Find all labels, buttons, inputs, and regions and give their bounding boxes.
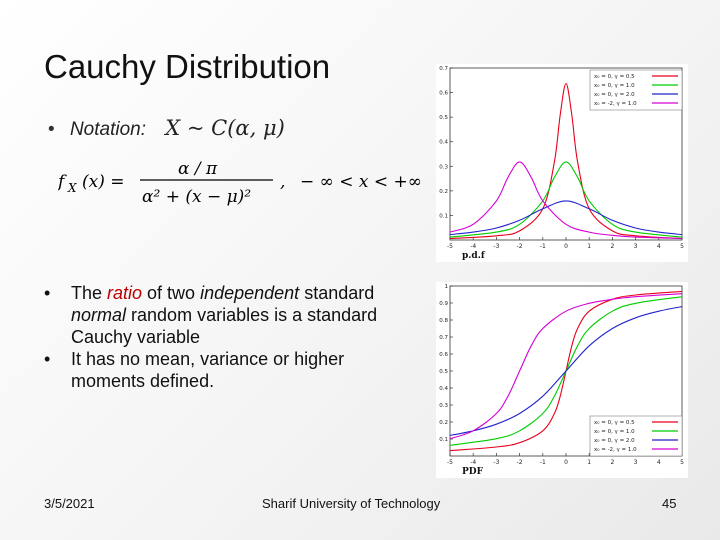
y-tick-label: 0.2 <box>439 420 448 426</box>
x-tick-label: -2 <box>517 459 523 466</box>
emphasis-ratio: ratio <box>107 283 143 303</box>
y-tick-label: 0.9 <box>439 301 448 307</box>
legend-entry-label: x₀ = 0, γ = 1.0 <box>594 429 635 435</box>
legend-entry-label: x₀ = 0, γ = 0.5 <box>594 420 635 426</box>
y-tick-label: 0.1 <box>439 213 448 219</box>
y-tick-label: 0.5 <box>439 369 448 375</box>
x-tick-label: -2 <box>517 243 523 250</box>
notation-line: • Notation: X ~ C(α, μ) <box>48 116 285 141</box>
legend-entry-label: x₀ = -2, γ = 1.0 <box>594 447 637 453</box>
bullet-text: random variables is a standard Cauchy va… <box>71 305 378 347</box>
formula-lhs: f <box>58 172 67 192</box>
bullet-text: The <box>71 283 108 303</box>
y-tick-label: 0.5 <box>439 115 448 121</box>
x-tick-label: 2 <box>610 459 614 466</box>
series-line-2 <box>449 306 683 436</box>
chart-caption: p.d.f <box>462 251 486 261</box>
y-tick-label: 0.1 <box>439 437 448 443</box>
footer-date: 3/5/2021 <box>44 496 95 511</box>
x-tick-label: 1 <box>587 459 591 466</box>
bullet-text: standard <box>299 283 375 303</box>
y-tick-label: 0.7 <box>439 335 448 341</box>
bullet-marker: • <box>44 283 51 303</box>
y-tick-label: 0.6 <box>439 352 448 358</box>
x-tick-label: -4 <box>470 243 476 250</box>
emphasis-normal: normal <box>71 305 127 325</box>
x-tick-label: 0 <box>564 243 568 250</box>
x-tick-label: 2 <box>610 243 614 250</box>
emphasis-independent: independent <box>200 283 300 303</box>
bullet-marker: • <box>44 349 51 369</box>
y-tick-label: 0.8 <box>439 318 448 324</box>
cdf-chart: -5 -4 -3 -2 -1 0 1 2 3 4 5 0.1 0.2 0.3 0.4 0.5 0.6 0.7 0.8… <box>436 282 688 478</box>
legend-entry-label: x₀ = 0, γ = 0.5 <box>594 74 635 80</box>
bullet-item-ratio: • The ratio of two independent standard … <box>44 282 414 348</box>
x-tick-label: 3 <box>634 459 638 466</box>
x-tick-label: 1 <box>587 243 591 250</box>
x-tick-label: 5 <box>680 459 684 466</box>
notation-math: X ~ C(α, μ) <box>165 116 285 140</box>
formula-numerator: α / π <box>178 159 218 179</box>
series-line-0 <box>449 82 683 240</box>
bullet-marker: • <box>48 119 55 140</box>
bullet-list: • The ratio of two independent standard … <box>44 282 414 392</box>
series-line-3 <box>449 293 683 440</box>
footer-organization: Sharif University of Technology <box>262 496 441 511</box>
formula-denominator: α² + (x − μ)² <box>142 187 251 207</box>
y-tick-label: 0.4 <box>439 386 448 392</box>
x-tick-label: 4 <box>657 459 661 466</box>
x-tick-label: -4 <box>470 459 476 466</box>
y-tick-label: 0.3 <box>439 403 448 409</box>
y-tick-label: 0.7 <box>439 66 448 72</box>
x-tick-label: 4 <box>657 243 661 250</box>
x-tick-label: 0 <box>564 459 568 466</box>
legend-entry-label: x₀ = 0, γ = 2.0 <box>594 92 635 98</box>
legend-entry-label: x₀ = 0, γ = 1.0 <box>594 83 635 89</box>
series-line-2 <box>449 200 683 236</box>
x-tick-label: -3 <box>493 243 499 250</box>
x-tick-label: 3 <box>634 243 638 250</box>
chart-caption: PDF <box>462 467 484 477</box>
bullet-text: of two <box>142 283 201 303</box>
y-tick-label: 0.4 <box>439 140 448 146</box>
x-tick-label: -5 <box>447 243 453 250</box>
x-tick-label: -5 <box>447 459 453 466</box>
bullet-item-moments: • It has no mean, variance or higher mom… <box>44 348 414 392</box>
y-tick-label: 0.6 <box>439 91 448 97</box>
x-tick-label: -1 <box>540 243 546 250</box>
legend-entry-label: x₀ = -2, γ = 1.0 <box>594 101 637 107</box>
bullet-text: It has no mean, variance or higher momen… <box>71 349 345 391</box>
series-line-3 <box>449 161 683 240</box>
formula-range: − ∞ < x < +∞ <box>300 172 422 192</box>
footer-page-number: 45 <box>662 496 677 511</box>
x-tick-label: -3 <box>493 459 499 466</box>
formula-lhs-sub: X <box>67 181 77 195</box>
formula-comma: , <box>280 172 285 192</box>
formula-lhs-arg: (x) = <box>82 172 125 192</box>
notation-label: Notation: <box>69 119 146 140</box>
series-line-1 <box>449 161 683 238</box>
cauchy-density-formula: f X (x) = α / π α² + (x − μ)² , − ∞ < x … <box>58 159 422 207</box>
legend-entry-label: x₀ = 0, γ = 2.0 <box>594 438 635 444</box>
pdf-chart: -5 -4 -3 -2 -1 0 1 2 3 4 5 0.1 0.2 0.3 0.4 0.5 0.6 0.7 x₀ … <box>436 64 688 262</box>
x-tick-label: 5 <box>680 243 684 250</box>
y-tick-label: 0.3 <box>439 164 448 170</box>
y-tick-label: 1 <box>445 284 449 290</box>
x-tick-label: -1 <box>540 459 546 466</box>
y-tick-label: 0.2 <box>439 189 448 195</box>
slide-title: Cauchy Distribution <box>44 48 331 85</box>
